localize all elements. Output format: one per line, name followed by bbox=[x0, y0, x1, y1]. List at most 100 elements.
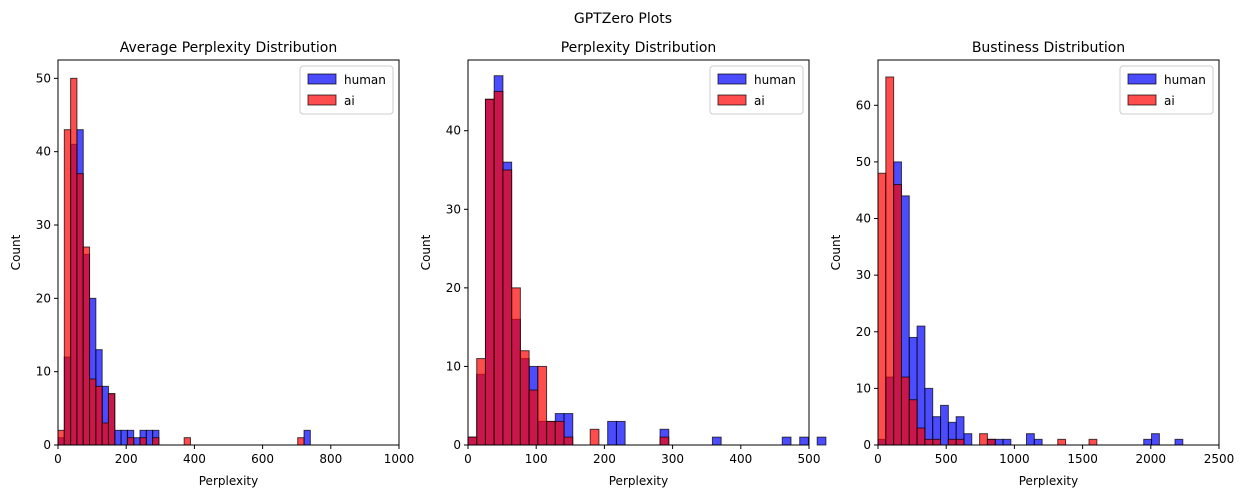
legend-label-ai: ai bbox=[754, 94, 765, 108]
bar-ai bbox=[893, 184, 902, 446]
legend-label-human: human bbox=[1164, 73, 1206, 87]
y-tick-label: 30 bbox=[856, 268, 871, 282]
bar-ai bbox=[107, 393, 116, 446]
figure-suptitle: GPTZero Plots bbox=[574, 11, 672, 27]
bar-human bbox=[1151, 433, 1160, 446]
bar-human bbox=[1026, 433, 1035, 446]
bar-human bbox=[963, 433, 973, 446]
chart-title: Bustiness Distribution bbox=[972, 40, 1125, 56]
bar-ai bbox=[916, 427, 926, 446]
bar-ai bbox=[139, 437, 147, 446]
bar-ai bbox=[467, 436, 478, 446]
chart-title: Perplexity Distribution bbox=[561, 40, 717, 56]
bar-ai bbox=[563, 436, 574, 446]
x-tick-label: 1000 bbox=[384, 452, 415, 466]
legend-label-human: human bbox=[344, 73, 386, 87]
bar-ai bbox=[528, 389, 539, 446]
x-tick-label: 0 bbox=[464, 452, 472, 466]
x-tick-label: 100 bbox=[525, 452, 548, 466]
bar-ai bbox=[63, 129, 72, 446]
series-ai bbox=[57, 77, 305, 446]
x-axis-label: Perplexity bbox=[199, 474, 259, 488]
bar-ai bbox=[932, 438, 942, 446]
legend: human ai bbox=[1119, 65, 1214, 115]
bar-ai bbox=[908, 399, 918, 446]
x-tick-label: 200 bbox=[115, 452, 138, 466]
bar-ai bbox=[82, 246, 91, 446]
series-human bbox=[877, 161, 1184, 446]
x-tick-label: 500 bbox=[935, 452, 958, 466]
bar-ai bbox=[979, 433, 988, 446]
y-tick-label: 40 bbox=[446, 124, 461, 138]
series-ai bbox=[467, 90, 670, 446]
x-tick-label: 0 bbox=[54, 452, 62, 466]
bar-human bbox=[145, 429, 154, 446]
y-tick-label: 0 bbox=[453, 438, 461, 452]
bar-ai bbox=[659, 436, 670, 446]
chart-panel-3: 0 500 1000 1500 2000 2500 0 10 20 30 40 50 60 Bustine… bbox=[829, 40, 1234, 488]
x-tick-label: 2500 bbox=[1204, 452, 1235, 466]
bar-ai bbox=[502, 169, 513, 446]
bar-human bbox=[940, 404, 949, 446]
x-tick-label: 1000 bbox=[999, 452, 1030, 466]
x-tick-label: 400 bbox=[183, 452, 206, 466]
bar-ai bbox=[89, 378, 97, 446]
legend-swatch-human bbox=[717, 73, 747, 85]
bar-ai bbox=[885, 76, 895, 446]
axes-frame bbox=[467, 59, 810, 446]
legend: human ai bbox=[709, 65, 804, 115]
bar-human bbox=[924, 387, 934, 446]
bar-human bbox=[615, 420, 626, 446]
x-tick-label: 500 bbox=[798, 452, 821, 466]
bar-ai bbox=[1088, 438, 1098, 446]
bar-ai bbox=[101, 422, 109, 446]
bar-ai bbox=[57, 429, 65, 446]
y-tick-label: 50 bbox=[856, 155, 871, 169]
bar-ai bbox=[484, 98, 495, 446]
bar-human bbox=[1002, 438, 1012, 446]
bar-ai bbox=[183, 437, 191, 446]
bar-human bbox=[133, 437, 141, 446]
bar-ai bbox=[70, 77, 78, 446]
y-axis-label: Count bbox=[419, 234, 433, 270]
bar-ai bbox=[1057, 438, 1067, 446]
y-tick-label: 20 bbox=[446, 281, 461, 295]
chart-title: Average Perplexity Distribution bbox=[120, 40, 337, 56]
x-tick-label: 400 bbox=[729, 452, 752, 466]
bar-human bbox=[1143, 438, 1153, 446]
y-tick-label: 30 bbox=[446, 202, 461, 216]
bar-ai bbox=[877, 172, 887, 446]
x-tick-label: 200 bbox=[593, 452, 616, 466]
bar-ai bbox=[152, 437, 160, 446]
legend-swatch-ai bbox=[717, 94, 747, 106]
bar-human bbox=[607, 420, 617, 446]
bar-human bbox=[303, 429, 311, 446]
x-tick-label: 2000 bbox=[1136, 452, 1167, 466]
bar-ai bbox=[511, 287, 521, 446]
bar-human bbox=[799, 436, 809, 446]
bar-ai bbox=[519, 350, 530, 446]
x-axis-label: Perplexity bbox=[609, 474, 669, 488]
bar-ai bbox=[924, 438, 934, 446]
legend-label-human: human bbox=[754, 73, 796, 87]
bar-ai bbox=[986, 438, 996, 446]
legend-swatch-human bbox=[307, 73, 337, 85]
bar-ai bbox=[493, 90, 504, 446]
bar-human bbox=[816, 436, 827, 446]
y-tick-label: 40 bbox=[36, 145, 51, 159]
bar-ai bbox=[900, 376, 910, 446]
bar-ai bbox=[126, 437, 135, 446]
y-tick-label: 20 bbox=[856, 325, 871, 339]
bar-human bbox=[994, 438, 1004, 446]
x-tick-label: 600 bbox=[251, 452, 274, 466]
legend-swatch-human bbox=[1127, 73, 1157, 85]
bar-ai bbox=[546, 420, 556, 446]
bar-ai bbox=[589, 428, 600, 446]
axes-frame bbox=[57, 59, 400, 446]
x-tick-label: 300 bbox=[661, 452, 684, 466]
legend-swatch-ai bbox=[307, 94, 337, 106]
y-tick-label: 30 bbox=[36, 218, 51, 232]
chart-panel-1: 0 200 400 600 800 1000 0 10 20 30 40 50 Average Perp… bbox=[9, 40, 414, 488]
